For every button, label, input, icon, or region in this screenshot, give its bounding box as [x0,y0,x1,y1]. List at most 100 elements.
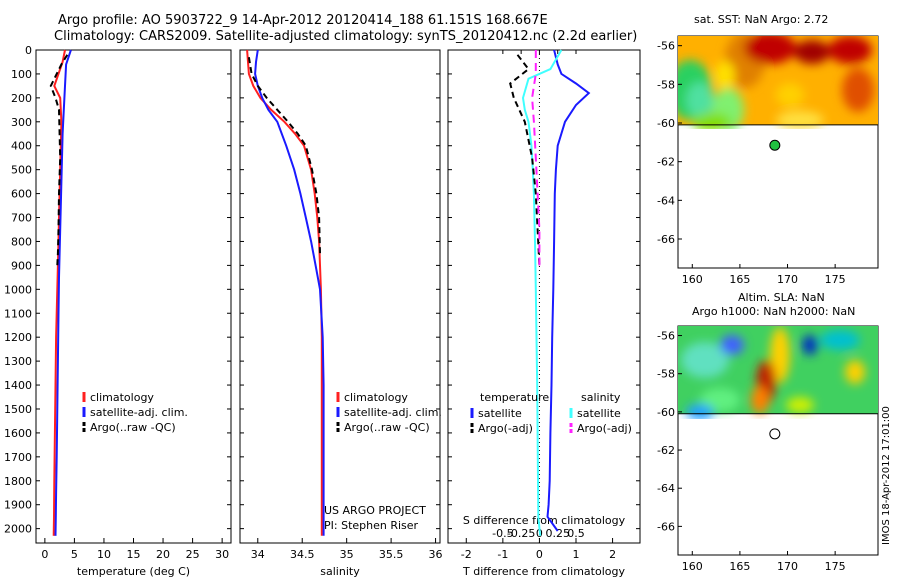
sla-map: 160 165 170 175 -56 -58 -60 -62 -64 -66 [657,325,879,573]
legend-label: climatology [344,391,408,404]
axes-frame [447,49,641,544]
x-top-tick-label: -0.25 [507,527,535,540]
heatmap-field [678,36,878,129]
series-satellite [521,49,563,536]
sla-map-subtitle: Argo h1000: NaN h2000: NaN [692,305,856,318]
series-argo---raw--qc- [49,54,69,266]
profile-panel-1: 0 5 10 15 20 25 30 temperature (deg C) 0 100 200 30… [4,44,232,578]
heatmap-blob [692,113,732,129]
x-tick-label: 35 [340,548,354,561]
y-tick-label: 400 [11,140,32,153]
x-top-tick-label: 0.5 [567,527,585,540]
x-tick-label: 175 [825,273,846,286]
sla-map-title: Altim. SLA: NaN [738,291,825,304]
x-tick-label: 175 [825,560,846,573]
x-tick-label: 15 [127,548,141,561]
x-tick-label: 25 [186,548,200,561]
y-tick-label: 300 [11,116,32,129]
heatmap-blob [794,40,830,64]
y-tick-label: 100 [11,68,32,81]
heatmap-blob [845,360,865,384]
y-tick-label: 600 [11,188,32,201]
x-tick-label: 36 [429,548,443,561]
y-tick-label: 1600 [4,427,32,440]
y-tick-label: 1700 [4,451,32,464]
x-tick-label: 5 [71,548,78,561]
heatmap-blob [828,36,872,64]
x-top-tick-label: 0.25 [545,527,570,540]
x-tick-label: 160 [682,273,703,286]
y-tick-label: -58 [657,78,675,91]
sst-map-title: sat. SST: NaN Argo: 2.72 [694,13,829,26]
y-tick-label: -60 [657,406,675,419]
series-argo--adj- [531,50,541,266]
legend-label: satellite [577,407,621,420]
x-tick-label: 165 [729,273,750,286]
x-tick-label: 160 [682,560,703,573]
heatmap-blob [770,327,790,383]
side-label: IMOS 18-Apr-2012 17:01:00 [881,406,892,545]
y-tick-label: 1100 [4,307,32,320]
y-tick-label: -64 [657,482,675,495]
legend: climatology satellite-adj. clim. Argo(..ra… [336,391,442,434]
axes-frame [35,49,232,544]
x-tick-label: 170 [777,560,798,573]
x-tick-label: 170 [777,273,798,286]
legend-title: salinity [581,391,621,404]
series-satellite-adj--clim- [254,49,325,536]
y-tick-label: 800 [11,235,32,248]
annotation: PI: Stephen Riser [324,519,419,532]
legend-label: satellite [478,407,522,420]
legend-label: satellite-adj. clim. [344,406,442,419]
heatmap-blob [802,335,818,355]
argo-position-marker [769,428,781,440]
y-tick-label: 500 [11,164,32,177]
y-tick-label: 0 [25,44,32,57]
x-axis-label: temperature (deg C) [77,565,190,578]
y-tick-label: 1400 [4,379,32,392]
heatmap-blob [700,388,740,412]
series-satellite [546,49,591,532]
x-tick-label: 1 [573,548,580,561]
header-line1: Argo profile: AO 5903722_9 14-Apr-2012 2… [58,13,548,28]
x-tick-label: 10 [97,548,111,561]
heatmap-blob [820,330,860,350]
x-tick-label: 0 [41,548,48,561]
heatmap-field [678,326,878,419]
series-argo--adj- [509,54,541,266]
heatmap-blob [842,68,874,112]
x-tick-label: 34 [251,548,265,561]
x-tick-label: 0 [536,548,543,561]
heatmap-blob [744,36,796,64]
x-top-tick-label: -0.5 [492,527,513,540]
argo-position-marker [769,139,781,151]
x-tick-label: 20 [156,548,170,561]
x-top-axis-label: S difference from climatology [463,514,626,527]
x-tick-label: -2 [461,548,472,561]
heatmap-blobs [678,36,874,129]
y-tick-label: -60 [657,117,675,130]
x-tick-label: 34.5 [290,548,315,561]
profile-panel-2: 34 34.5 35 35.5 36 salinity climatology satelli… [239,49,443,578]
legend-label: Argo(..raw -QC) [90,421,176,434]
sst-map: 160 165 170 175 -56 -58 -60 -62 -64 -66 [657,35,879,286]
legend: climatology satellite-adj. clim. Argo(..ra… [82,391,188,434]
header-line2: Climatology: CARS2009. Satellite-adjuste… [54,29,638,44]
y-tick-label: 1300 [4,355,32,368]
heatmap-blob [686,82,714,118]
axes-frame [239,49,441,544]
heatmap-blob [715,61,735,89]
legend-label: Argo(..raw -QC) [344,421,430,434]
y-tick-label: 1000 [4,283,32,296]
series-argo---raw--qc- [247,57,321,254]
x-axis-label: salinity [320,565,360,578]
x-tick-label: 35.5 [379,548,404,561]
heatmap-blob [786,397,814,413]
y-tick-label: 200 [11,92,32,105]
x-axis-label: T difference from climatology [462,565,625,578]
profile-panel-3: -2 -1 0 1 2 T difference from climatology -0.5… [447,49,641,578]
y-tick-label: -66 [657,233,675,246]
y-tick-label: -56 [657,330,675,343]
y-tick-label: -62 [657,156,675,169]
